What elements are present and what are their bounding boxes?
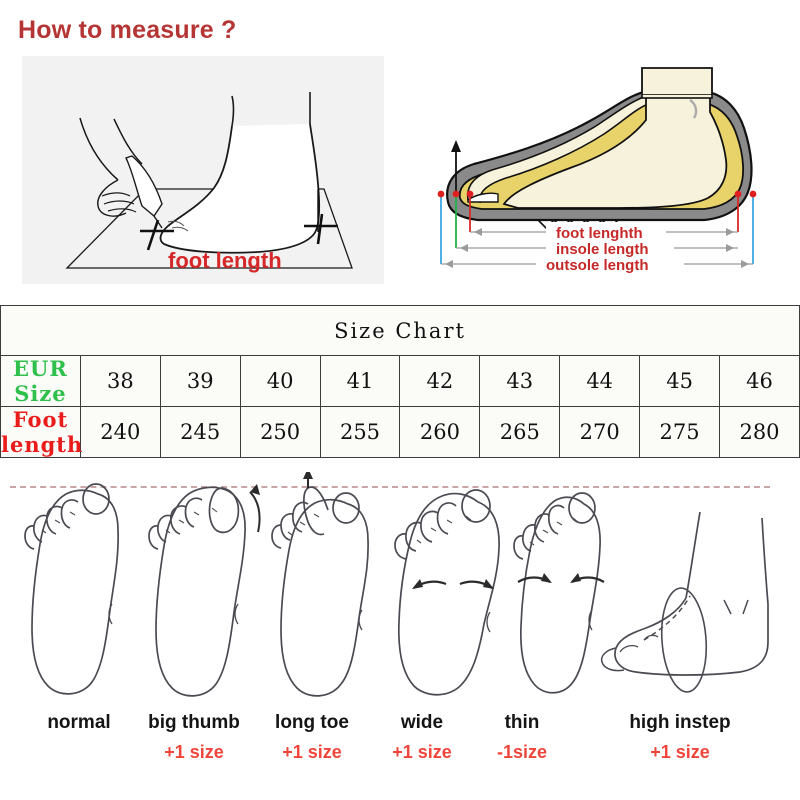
foot-type-high-instep: high instep +1 size <box>600 712 760 763</box>
foot-type-big-thumb: big thumb +1 size <box>129 712 259 763</box>
foot-type-adjust: +1 size <box>650 742 710 762</box>
cell-len-280: 280 <box>719 406 800 458</box>
foot-type-adjust: +1 size <box>164 742 224 762</box>
foot-type-adjust: +1 size <box>392 742 452 762</box>
foot-type-long-toe: long toe +1 size <box>248 712 376 763</box>
illustrations-row: foot lenghth insole length outsole lengt… <box>0 52 800 297</box>
shoe-cross-section-illustration: foot lenghth insole length outsole lengt… <box>408 52 800 292</box>
cell-len-275: 275 <box>639 406 721 458</box>
foot-tracing-illustration <box>22 56 384 284</box>
cell-eur-44: 44 <box>559 355 641 407</box>
foot-type-label: big thumb <box>148 712 240 733</box>
foot-shape-long-toe <box>271 472 369 697</box>
cell-eur-41: 41 <box>319 355 401 407</box>
cell-len-245: 245 <box>159 406 241 458</box>
toe-reference-dashed-line <box>10 486 770 488</box>
page-title: How to measure ? <box>18 16 237 44</box>
cell-eur-45: 45 <box>639 355 721 407</box>
foot-type-normal: normal <box>14 712 144 742</box>
foot-length-caption: foot length <box>168 248 282 273</box>
foot-type-labels: normal big thumb +1 size long toe +1 siz… <box>0 712 800 800</box>
foot-type-thin: thin -1size <box>462 712 582 763</box>
cell-eur-46: 46 <box>719 355 800 407</box>
size-chart-table: Size Chart EUR Size 38 39 40 41 42 43 44… <box>0 305 800 458</box>
foot-type-label: thin <box>504 712 540 733</box>
cell-len-260: 260 <box>399 406 481 458</box>
foot-type-wide: wide +1 size <box>362 712 482 763</box>
cell-eur-43: 43 <box>479 355 561 407</box>
table-row: EUR Size 38 39 40 41 42 43 44 45 46 <box>0 355 800 407</box>
foot-shape-wide <box>394 489 500 696</box>
measure-label-foot-length: foot lenghth <box>556 225 643 242</box>
foot-shape-big-thumb <box>148 484 261 697</box>
foot-type-adjust: -1size <box>496 742 548 762</box>
table-title-row: Size Chart <box>0 305 800 356</box>
measure-label-outsole-length: outsole length <box>546 257 649 274</box>
cell-eur-42: 42 <box>399 355 481 407</box>
foot-shape-diagrams <box>0 472 800 722</box>
foot-type-label: normal <box>47 712 111 733</box>
cell-eur-40: 40 <box>239 355 321 407</box>
foot-shape-normal <box>24 483 119 695</box>
cell-len-240: 240 <box>79 406 161 458</box>
foot-shape-high-instep <box>600 511 769 693</box>
size-chart-table-wrap: Size Chart EUR Size 38 39 40 41 42 43 44… <box>0 305 800 458</box>
row-header-eur-size: EUR Size <box>0 355 81 407</box>
cell-len-265: 265 <box>479 406 561 458</box>
size-chart-title: Size Chart <box>0 305 800 356</box>
table-row: Foot length 240 245 250 255 260 265 270 … <box>0 406 800 458</box>
foot-shape-thin <box>513 492 605 694</box>
cell-len-270: 270 <box>559 406 641 458</box>
cell-eur-38: 38 <box>79 355 161 407</box>
cell-eur-39: 39 <box>159 355 241 407</box>
row-header-foot-length: Foot length <box>0 406 84 458</box>
foot-type-label: wide <box>400 712 444 733</box>
measure-label-insole-length: insole length <box>556 241 649 258</box>
cell-len-250: 250 <box>239 406 321 458</box>
foot-type-label: long toe <box>275 712 349 733</box>
cell-len-255: 255 <box>319 406 401 458</box>
foot-type-label: high instep <box>629 712 731 733</box>
foot-type-adjust: +1 size <box>282 742 342 762</box>
